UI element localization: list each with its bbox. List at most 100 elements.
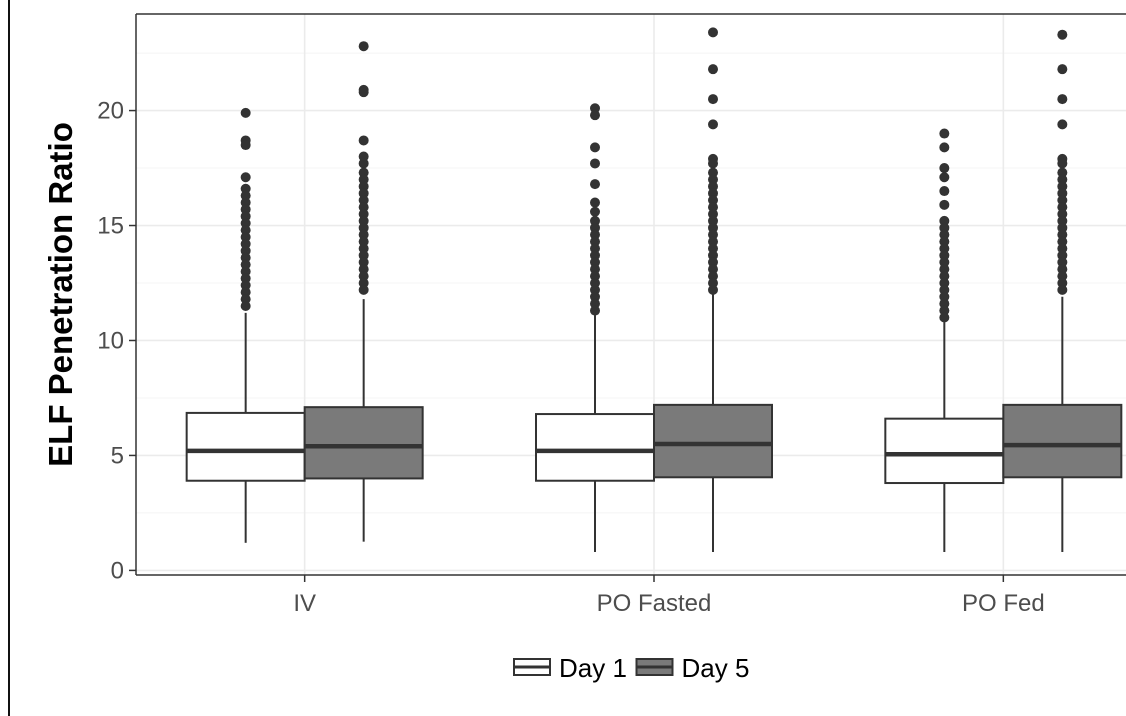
outlier-point — [939, 298, 950, 309]
outlier-point — [358, 135, 369, 146]
outlier-point — [708, 243, 718, 254]
outlier-point — [358, 271, 369, 282]
outlier-point — [358, 209, 369, 220]
outlier-point — [1057, 94, 1068, 105]
outlier-point — [1057, 284, 1068, 295]
outlier-point — [590, 243, 600, 254]
outlier-point — [358, 41, 369, 52]
outlier-point — [1057, 202, 1068, 213]
outlier-point — [240, 204, 251, 215]
box-body — [653, 403, 773, 479]
outlier-point — [708, 229, 718, 240]
outlier-point — [708, 222, 718, 233]
outlier-point — [358, 229, 369, 240]
legend-label: Day 5 — [682, 653, 750, 683]
outlier-point — [1057, 229, 1068, 240]
outlier-point — [240, 211, 251, 222]
outlier-point — [1057, 236, 1068, 247]
outlier-point — [939, 186, 950, 197]
outlier-point — [1057, 250, 1068, 261]
outlier-point — [1057, 188, 1068, 199]
outlier-point — [1057, 174, 1068, 185]
x-tick-label: IV — [293, 590, 316, 617]
outlier-point — [240, 140, 251, 151]
outlier-point — [939, 199, 950, 210]
outlier-point — [358, 257, 369, 268]
box-day-5-po-fasted — [653, 27, 773, 553]
outlier-point — [708, 119, 718, 130]
outlier-point — [358, 236, 369, 247]
outlier-point — [1057, 181, 1068, 192]
box-day-1-iv — [185, 107, 306, 543]
outlier-point — [939, 229, 950, 240]
outlier-point — [590, 236, 600, 247]
legend-label: Day 1 — [559, 653, 627, 683]
box-body — [884, 417, 1005, 485]
outlier-point — [939, 236, 950, 247]
box-day-1-po-fed — [884, 128, 1005, 553]
outlier-point — [240, 218, 251, 229]
outlier-point — [1057, 215, 1068, 226]
outlier-point — [240, 225, 251, 236]
outlier-point — [358, 188, 369, 199]
outlier-point — [240, 273, 251, 284]
outlier-point — [358, 181, 369, 192]
outlier-point — [240, 252, 251, 263]
outlier-point — [708, 181, 718, 192]
outlier-point — [939, 284, 950, 295]
y-tick-label: 5 — [111, 442, 124, 469]
outlier-point — [939, 250, 950, 261]
y-tick-label: 15 — [97, 213, 124, 240]
x-tick-label: PO Fasted — [597, 590, 712, 617]
outlier-point — [358, 250, 369, 261]
panel-background — [136, 14, 1126, 575]
outlier-point — [1057, 158, 1068, 169]
outlier-point — [1057, 29, 1068, 40]
box-body — [1002, 403, 1123, 479]
box-day-5-po-fed — [1002, 29, 1123, 553]
outlier-point — [708, 257, 718, 268]
outlier-point — [590, 215, 600, 226]
outlier-point — [939, 278, 950, 289]
outlier-point — [590, 298, 600, 309]
outlier-point — [590, 257, 600, 268]
outlier-point — [939, 142, 950, 153]
outlier-point — [590, 271, 600, 282]
outlier-point — [1057, 119, 1068, 130]
outlier-point — [590, 206, 600, 217]
box-body — [535, 413, 655, 482]
y-tick-label: 10 — [97, 327, 124, 354]
outlier-point — [240, 287, 251, 298]
outlier-point — [358, 215, 369, 226]
outlier-point — [708, 188, 718, 199]
outlier-point — [939, 305, 950, 316]
outlier-point — [358, 151, 369, 162]
outlier-point — [1057, 167, 1068, 178]
outlier-point — [1057, 278, 1068, 289]
outlier-point — [590, 222, 600, 233]
box-body — [303, 406, 424, 480]
outlier-point — [590, 103, 600, 114]
left-border — [8, 0, 10, 716]
outlier-point — [240, 232, 251, 243]
outlier-point — [240, 172, 251, 183]
outlier-point — [358, 202, 369, 213]
outlier-point — [708, 264, 718, 275]
outlier-point — [708, 27, 718, 38]
outlier-point — [590, 179, 600, 190]
outlier-point — [590, 305, 600, 316]
outlier-point — [240, 259, 251, 270]
box-body — [185, 411, 306, 482]
outlier-point — [708, 236, 718, 247]
outlier-point — [708, 271, 718, 282]
outlier-point — [590, 110, 600, 121]
plot-area: 0 5 10 15 20 IV PO Fasted PO Fed — [97, 13, 1126, 617]
outlier-point — [358, 284, 369, 295]
outlier-point — [708, 174, 718, 185]
outlier-point — [590, 229, 600, 240]
outlier-point — [1057, 222, 1068, 233]
y-axis-label: ELF Penetration Ratio — [42, 122, 79, 467]
outlier-point — [1057, 64, 1068, 75]
outlier-point — [939, 271, 950, 282]
outlier-point — [939, 243, 950, 254]
